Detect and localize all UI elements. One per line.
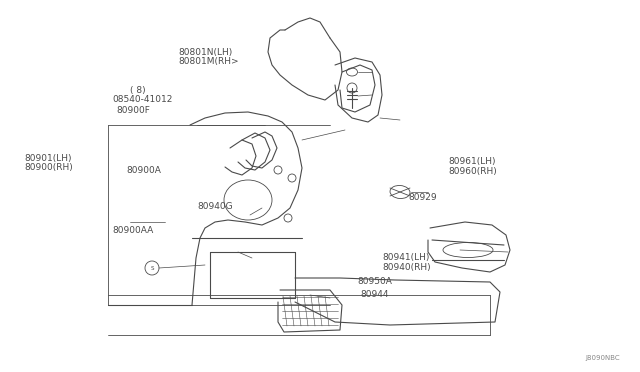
Text: 80900F: 80900F: [116, 106, 150, 115]
Text: 80961(LH): 80961(LH): [448, 157, 495, 166]
Text: 80801N(LH): 80801N(LH): [178, 48, 232, 57]
Text: 80900(RH): 80900(RH): [24, 163, 73, 172]
Text: 80901(LH): 80901(LH): [24, 154, 72, 163]
Text: 80940G: 80940G: [197, 202, 233, 211]
Text: 80900AA: 80900AA: [113, 226, 154, 235]
Text: 80950A: 80950A: [357, 278, 392, 286]
Text: 80940(RH): 80940(RH): [383, 263, 431, 272]
Text: 08540-41012: 08540-41012: [112, 95, 172, 104]
Text: 80960(RH): 80960(RH): [448, 167, 497, 176]
Text: S: S: [150, 266, 154, 270]
Text: 80801M(RH>: 80801M(RH>: [178, 57, 239, 66]
Text: J8090NBC: J8090NBC: [586, 355, 620, 361]
Text: 80929: 80929: [408, 193, 437, 202]
Text: 80900A: 80900A: [126, 166, 161, 175]
Text: ( 8): ( 8): [130, 86, 145, 94]
Text: 80941(LH): 80941(LH): [383, 253, 430, 262]
Text: 80944: 80944: [360, 290, 389, 299]
